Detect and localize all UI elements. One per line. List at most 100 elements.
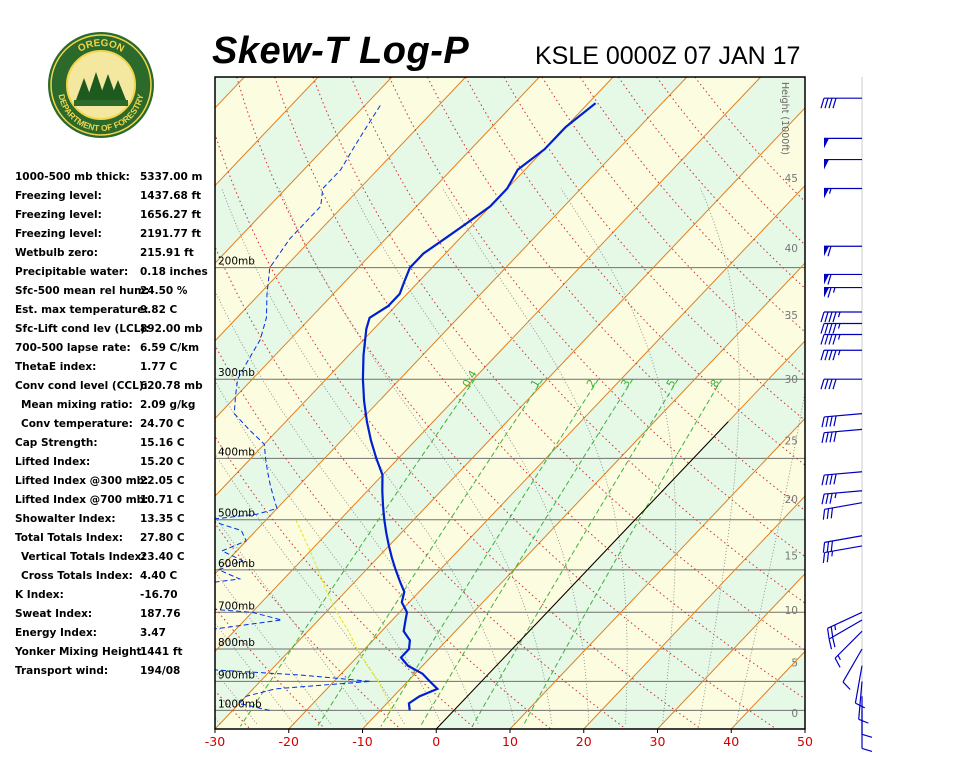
wind-barb-half-feather (837, 334, 841, 340)
wind-barb-feather (821, 493, 825, 505)
height-tick-label: 10 (785, 605, 798, 617)
wind-barb-feather (826, 628, 830, 639)
wind-barb (824, 245, 862, 257)
stat-label: Freezing level: (15, 190, 102, 202)
wind-barb-feather (833, 473, 837, 485)
x-tick-label: -10 (352, 734, 372, 749)
isotherm-line (215, 77, 467, 342)
isotherm-line (215, 77, 688, 575)
wind-barb-feather (829, 416, 833, 427)
stat-row: K Index: -16.70 (15, 586, 215, 605)
stat-label: Sfc-Lift cond lev (LCL): (15, 323, 150, 335)
moist-adiabat (215, 290, 479, 724)
wind-barb-shaft (824, 535, 863, 543)
parcel-path-line (295, 519, 392, 711)
wind-barb-feather (833, 415, 837, 427)
wind-barb-feather (828, 379, 833, 390)
wind-barb-feather (827, 287, 832, 298)
dry-adiabat (215, 344, 552, 729)
wind-barb-shaft (834, 630, 863, 659)
stat-row: Sfc-500 mean rel hum: 24.50 % (15, 282, 215, 301)
stat-label: Lifted Index @300 mb: (15, 475, 149, 487)
wind-barb-feather (824, 350, 829, 361)
wind-barb-half-feather (837, 655, 841, 661)
stat-value: 24.50 % (140, 285, 188, 297)
wind-barb-feather (826, 508, 830, 520)
isotherm-line (215, 77, 245, 109)
stat-row: Freezing level: 1656.27 ft (15, 206, 215, 225)
wind-barb-feather (832, 334, 837, 345)
temperature-band (731, 651, 805, 729)
stat-label: Transport wind: (15, 665, 109, 677)
page-title: Skew-T Log-P (212, 30, 470, 72)
stat-value: 24.70 C (140, 418, 185, 430)
wind-barb-feather (826, 551, 830, 563)
wind-barb-feather (861, 733, 873, 738)
wind-barb-feather (824, 334, 829, 345)
wind-barb (821, 471, 863, 486)
stat-value: 187.76 (140, 608, 181, 620)
wind-barb-feather (828, 638, 833, 650)
isobar-label: 900mb (218, 669, 255, 681)
temperature-band (215, 77, 245, 108)
wind-barb-feather (820, 311, 825, 323)
x-tick-label: 10 (502, 734, 518, 749)
wind-barb-feather (829, 474, 833, 485)
isotherm-line (509, 417, 805, 729)
isobar-label: 600mb (218, 558, 255, 570)
stat-label: Wetbulb zero: (15, 247, 98, 259)
wind-barb-feather (827, 246, 832, 257)
stat-row: Sfc-Lift cond lev (LCL): 892.00 mb (15, 320, 215, 339)
stat-label: Lifted Index: (15, 456, 91, 468)
x-tick-label: 0 (432, 734, 440, 749)
wind-barb-feather (830, 540, 834, 552)
moist-adiabat (698, 188, 740, 724)
station-time-label: KSLE 0000Z 07 JAN 17 (535, 42, 801, 70)
wind-barb (821, 413, 863, 428)
isobar-label: 500mb (218, 508, 255, 520)
wind-barb-feather (820, 334, 825, 345)
wind-barb (858, 681, 869, 724)
height-tick-label: 25 (785, 435, 798, 447)
stat-row: Lifted Index @300 mb: 22.05 C (15, 472, 215, 491)
stat-row: Mean mixing ratio: 2.09 g/kg (15, 396, 215, 415)
isotherm-line (215, 77, 393, 264)
logo-top-text: OREGON (76, 38, 126, 55)
wind-barb (854, 665, 865, 709)
tree-icon (74, 72, 128, 106)
stat-value: 1.77 C (140, 361, 178, 373)
wind-barb-feather (832, 97, 837, 109)
height-axis-title: Height (1000ft) (779, 82, 790, 155)
stat-value: 1656.27 ft (140, 209, 202, 221)
wind-barb-feather (822, 542, 826, 553)
height-tick-label: 40 (785, 243, 798, 255)
wind-barb-flag (824, 287, 829, 298)
wind-barb (824, 286, 862, 298)
stat-row: Conv cond level (CCL): 620.78 mb (15, 377, 215, 396)
x-tick-label: 30 (650, 734, 666, 749)
stat-row: Conv temperature: 24.70 C (15, 415, 215, 434)
wind-barb-half-feather (834, 624, 837, 631)
stat-row: Cross Totals Index: 4.40 C (15, 567, 215, 586)
stat-row: Yonker Mixing Height: 1441 ft (15, 643, 215, 662)
stat-row: Precipitable water: 0.18 inches (15, 263, 215, 282)
height-tick-label: 15 (785, 551, 798, 563)
wind-barb-feather (820, 379, 825, 390)
stat-value: 5337.00 m (140, 171, 203, 183)
wind-barb-feather (833, 431, 837, 442)
wind-barb-half-feather (831, 551, 834, 557)
wind-barb (842, 648, 863, 690)
stat-value: 1437.68 ft (140, 190, 202, 202)
wind-barb-feather (824, 97, 829, 109)
wind-barb (820, 97, 862, 109)
stat-label: 1000-500 mb thick: (15, 171, 130, 183)
wind-barb-half-feather (837, 323, 841, 329)
stat-value: 13.35 C (140, 513, 185, 525)
temperature-line (361, 102, 597, 711)
wind-barb-flag (824, 274, 829, 285)
stat-row: Vertical Totals Index: 23.40 C (15, 548, 215, 567)
wind-barb (821, 490, 863, 505)
mixing-ratio-line (380, 378, 599, 727)
stat-label: Cross Totals Index: (21, 570, 133, 582)
